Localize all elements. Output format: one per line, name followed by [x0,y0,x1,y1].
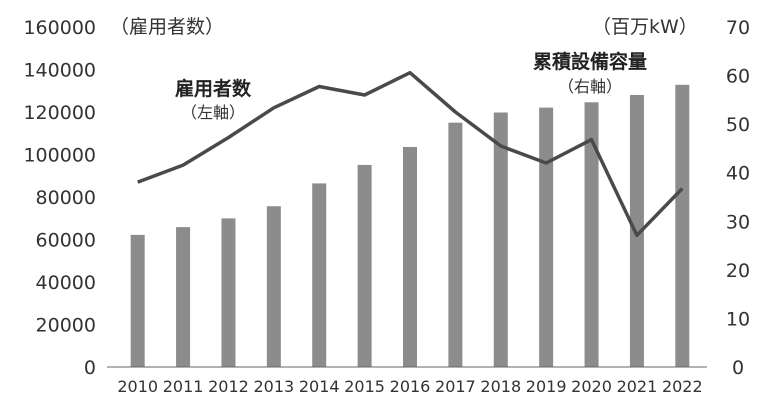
employment-line-group [137,70,684,238]
x-axis-tick-label: 2022 [662,377,703,396]
left-axis-tick-label: 20000 [36,315,96,337]
capacity-bar [539,107,554,367]
right-axis-tick-label: 10 [726,308,750,330]
x-axis-tick-label: 2018 [480,377,521,396]
left-axis-tick-label: 80000 [36,187,96,209]
left-axis-tick-label: 40000 [36,272,96,294]
x-axis-tick-label: 2015 [344,377,385,396]
right-axis-tick-label: 20 [726,260,750,282]
x-axis-tick-label: 2013 [253,377,294,396]
capacity-bar [266,206,281,367]
x-axis-tick-label: 2016 [390,377,431,396]
left-axis-tick-label: 140000 [23,60,96,82]
right-axis-tick-label: 40 [726,163,750,185]
x-axis-tick-label: 2014 [299,377,340,396]
left-axis-ticks: 0 20000 40000 60000 80000 100000 120000 140000 1… [23,17,96,379]
capacity-bar [584,102,599,368]
right-axis-tick-label: 50 [726,114,750,136]
right-axis-tick-label: 0 [732,357,744,379]
left-axis-tick-label: 100000 [23,145,96,167]
capacity-bar [176,227,191,367]
capacity-bar [357,164,372,367]
capacity-axis-note: （右軸） [558,77,622,96]
capacity-bar [130,234,145,367]
capacity-bar [493,112,508,367]
left-axis-unit: （雇用者数） [110,16,224,38]
x-axis-tick-label: 2011 [163,377,204,396]
left-axis-tick-label: 120000 [23,102,96,124]
capacity-bars [130,84,690,368]
capacity-bar [675,84,690,368]
x-axis-ticks: 2010 2011 2012 2013 2014 2015 2016 2017 2018 2019… [117,377,702,396]
right-axis-unit: （百万kW） [592,16,698,38]
capacity-bar [448,122,463,367]
capacity-bar [629,95,644,367]
x-axis-tick-label: 2012 [208,377,249,396]
right-axis-ticks: 0 10 20 30 40 50 60 70 [726,17,750,379]
right-axis-tick-label: 60 [726,66,750,88]
x-axis-tick-label: 2020 [571,377,612,396]
capacity-bar [403,146,417,367]
x-axis-tick-label: 2010 [117,377,158,396]
employment-axis-note: （左軸） [181,103,245,122]
left-axis-tick-label: 60000 [36,230,96,252]
left-axis-tick-label: 0 [84,357,96,379]
x-axis-tick-label: 2021 [617,377,658,396]
right-axis-tick-label: 30 [726,211,750,233]
x-axis-tick-label: 2017 [435,377,476,396]
right-axis-tick-label: 70 [726,17,750,39]
capacity-series-label: 累積設備容量 [533,50,647,73]
employment-series-label: 雇用者数 [175,77,252,100]
capacity-bar [221,218,236,367]
x-axis-tick-label: 2019 [526,377,567,396]
capacity-bar [312,183,327,367]
left-axis-tick-label: 160000 [23,17,96,39]
